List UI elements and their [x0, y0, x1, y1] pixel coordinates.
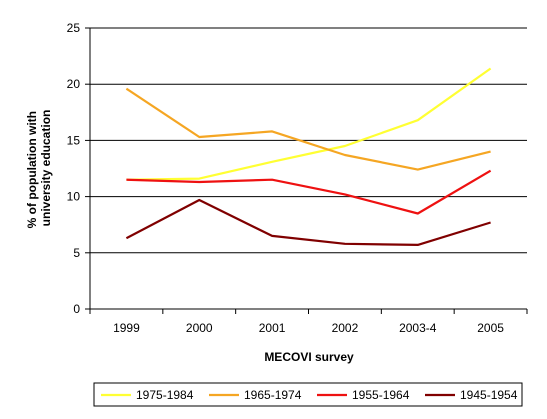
- y-tick-label: 15: [67, 133, 81, 147]
- legend: 1975-1984 1965-1974 1955-1964 1945-1954: [93, 382, 523, 407]
- x-axis-title: MECOVI survey: [264, 350, 354, 364]
- x-tick-label: 2003-4: [399, 321, 437, 335]
- x-axis-ticks: 1999 2000 2001 2002 2003-4 2005: [89, 309, 528, 335]
- legend-label: 1945-1954: [460, 388, 518, 402]
- series-line-1945-1954: [125, 198, 491, 246]
- x-tick-label: 2000: [186, 321, 213, 335]
- x-tick-label: 2001: [259, 321, 286, 335]
- legend-label: 1975-1984: [136, 388, 194, 402]
- x-tick-label: 2005: [477, 321, 504, 335]
- y-tick-label: 0: [73, 302, 80, 316]
- y-tick-label: 10: [67, 190, 81, 204]
- y-tick-label: 25: [67, 21, 81, 35]
- y-tick-label: 20: [67, 77, 81, 91]
- series-line-1965-1974: [125, 87, 491, 171]
- y-axis-title-line-1: % of population with: [25, 111, 39, 228]
- data-series: [125, 67, 492, 246]
- gridlines: [89, 27, 527, 310]
- y-tick-label: 5: [73, 246, 80, 260]
- legend-box: [93, 382, 523, 407]
- legend-label: 1955-1964: [352, 388, 410, 402]
- series-line-1955-1964: [126, 169, 492, 215]
- x-tick-label: 2002: [332, 321, 359, 335]
- y-axis-title-line-2: university education: [39, 110, 53, 227]
- series-line-1975-1984: [126, 67, 492, 181]
- y-axis-title: % of population with university educatio…: [25, 108, 53, 229]
- legend-label: 1965-1974: [244, 388, 302, 402]
- y-axis-ticks: 0 5 10 15 20 25: [67, 21, 90, 316]
- x-tick-label: 1999: [113, 321, 140, 335]
